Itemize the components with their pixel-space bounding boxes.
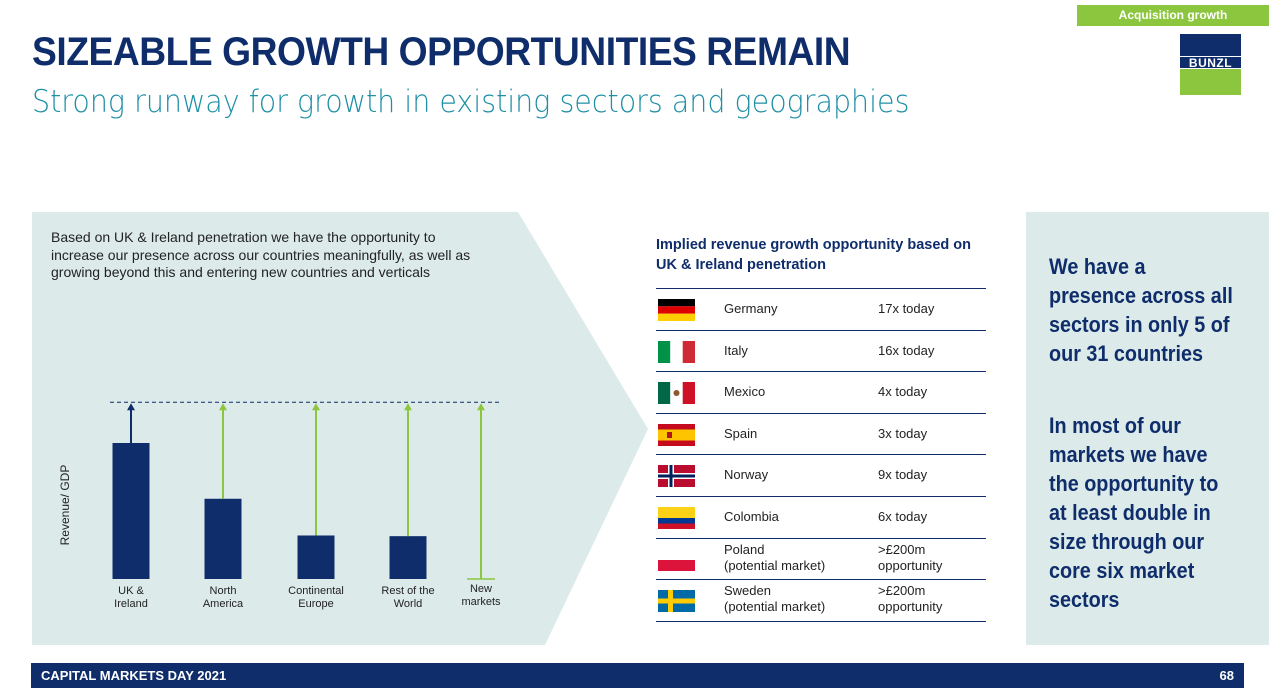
x-tick-line: North <box>209 585 237 597</box>
country-name: Poland (potential market) <box>724 542 825 574</box>
footer-event: CAPITAL MARKETS DAY 2021 <box>41 668 227 683</box>
x-tick-label: New markets <box>441 583 521 609</box>
table-bottom-rule <box>656 621 986 622</box>
growth-value: 4x today <box>878 384 927 400</box>
x-tick-label: Rest of the World <box>368 585 448 611</box>
growth-arrowhead-1 <box>219 403 227 411</box>
footer-bar: CAPITAL MARKETS DAY 2021 68 <box>31 663 1244 688</box>
colombia-flag-icon <box>658 507 695 529</box>
value-line: 17x today <box>878 301 935 316</box>
page-number: 68 <box>1219 668 1234 683</box>
growth-arrowhead-2 <box>312 403 320 411</box>
x-tick-line: World <box>393 598 423 610</box>
table-row: Colombia 6x today <box>656 496 986 538</box>
growth-value: >£200m opportunity <box>878 542 942 574</box>
chevron-panel-background <box>32 212 648 645</box>
x-tick-label: Continental Europe <box>276 585 356 611</box>
x-tick-label: North America <box>183 585 263 611</box>
country-name: Germany <box>724 301 777 317</box>
norway-flag-icon <box>658 465 695 488</box>
spain-flag-icon <box>658 423 695 446</box>
table-row: Germany 17x today <box>656 288 986 330</box>
growth-arrowhead-0 <box>127 403 135 411</box>
intro-text: Based on UK & Ireland penetration we hav… <box>51 229 471 280</box>
value-line: 3x today <box>878 425 928 441</box>
country-name: Colombia <box>724 509 779 525</box>
table-row: Norway 9x today <box>656 454 986 496</box>
value-note: opportunity <box>878 557 943 573</box>
bar-3 <box>389 536 427 579</box>
country-line: Sweden <box>724 583 771 599</box>
value-note: opportunity <box>878 599 943 615</box>
value-line: >£200m <box>878 583 926 599</box>
table-row: Italy 16x today <box>656 329 986 372</box>
mexico-flag-icon <box>658 382 695 405</box>
growth-arrowhead-3 <box>404 403 412 411</box>
country-line: Colombia <box>724 509 779 524</box>
country-note: (potential market) <box>724 599 826 615</box>
page-subtitle: Strong runway for growth in existing sec… <box>32 84 910 120</box>
country-line: Italy <box>724 342 748 358</box>
bunzl-logo: BUNZL <box>1180 34 1241 95</box>
value-line: >£200m <box>878 541 926 557</box>
country-line: Mexico <box>724 384 766 400</box>
growth-value: 3x today <box>878 426 927 442</box>
key-message-panel: We have a presence across all sectors in… <box>1026 212 1269 645</box>
table-row: Mexico 4x today <box>656 371 986 413</box>
bar-2 <box>297 535 335 579</box>
page-title: SIZEABLE GROWTH OPPORTUNITIES REMAIN <box>32 30 851 74</box>
growth-value: 6x today <box>878 509 927 525</box>
table-row: Spain 3x today <box>656 412 986 455</box>
table-row: Poland (potential market) >£200m opportunit… <box>656 537 986 580</box>
growth-arrowhead-4 <box>477 403 485 411</box>
country-name: Norway <box>724 467 768 483</box>
value-line: 9x today <box>878 467 928 483</box>
x-tick-line: New <box>469 583 492 595</box>
growth-value: 9x today <box>878 467 927 483</box>
bar-0 <box>112 443 150 579</box>
value-line: 6x today <box>878 509 928 524</box>
country-line: Poland <box>724 541 765 557</box>
country-name: Spain <box>724 426 757 442</box>
country-name: Italy <box>724 343 748 359</box>
value-line: 4x today <box>878 384 928 400</box>
x-tick-label: UK & Ireland <box>91 585 171 611</box>
bar-1 <box>204 498 242 579</box>
x-tick-line: Ireland <box>114 598 148 610</box>
growth-value: 17x today <box>878 301 934 317</box>
sweden-flag-icon <box>658 590 695 613</box>
country-line: Spain <box>724 425 758 441</box>
section-tag: Acquisition growth <box>1077 5 1269 26</box>
italy-flag-icon <box>658 340 695 363</box>
x-tick-line: America <box>202 598 244 610</box>
poland-flag-icon <box>658 548 695 571</box>
logo-text: BUNZL <box>1180 56 1241 70</box>
value-line: 16x today <box>878 342 935 358</box>
table-title: Implied revenue growth opportunity based… <box>656 237 971 273</box>
country-name: Sweden (potential market) <box>724 583 825 615</box>
x-tick-line: UK & <box>118 585 144 597</box>
germany-flag-icon <box>658 299 695 321</box>
x-tick-line: Continental <box>288 585 344 597</box>
country-name: Mexico <box>724 384 765 400</box>
table-row: Sweden (potential market) >£200m opportunit… <box>656 579 986 621</box>
key-message-double: In most of our markets we have the oppor… <box>1049 413 1219 612</box>
x-tick-line: Europe <box>298 598 334 610</box>
x-tick-line: markets <box>461 596 501 608</box>
y-axis-label: Revenue/ GDP <box>58 464 72 546</box>
country-line: Norway <box>724 467 769 483</box>
country-note: (potential market) <box>724 557 826 573</box>
bar-chart <box>110 401 500 580</box>
x-tick-line: Rest of the <box>381 585 435 597</box>
key-message-presence: We have a presence across all sectors in… <box>1049 254 1233 366</box>
growth-value: 16x today <box>878 343 934 359</box>
country-line: Germany <box>724 301 778 316</box>
growth-value: >£200m opportunity <box>878 583 942 615</box>
